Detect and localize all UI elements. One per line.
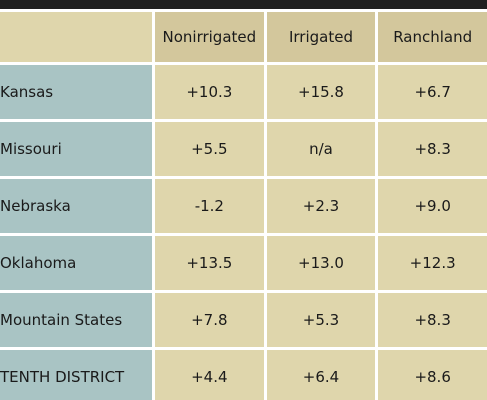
header-corner-cell: [0, 12, 152, 62]
header-row: Nonirrigated Irrigated Ranchland: [0, 12, 487, 62]
row-label: Oklahoma: [0, 236, 152, 290]
cell-irrigated: +13.0: [266, 236, 376, 290]
row-label: Nebraska: [0, 179, 152, 233]
table-row: Kansas +10.3 +15.8 +6.7: [0, 65, 487, 119]
cell-nonirrigated: +13.5: [155, 236, 264, 290]
cell-nonirrigated: +5.5: [155, 122, 264, 176]
cell-irrigated: n/a: [266, 122, 376, 176]
row-label: Missouri: [0, 122, 152, 176]
cell-nonirrigated: +7.8: [155, 293, 264, 347]
cell-ranchland: +12.3: [378, 236, 487, 290]
column-header-nonirrigated: Nonirrigated: [155, 12, 264, 62]
table-row: Oklahoma +13.5 +13.0 +12.3: [0, 236, 487, 290]
table-row: Mountain States +7.8 +5.3 +8.3: [0, 293, 487, 347]
data-table: Nonirrigated Irrigated Ranchland Kansas …: [0, 9, 487, 400]
column-header-irrigated: Irrigated: [266, 12, 376, 62]
table-row: Nebraska -1.2 +2.3 +9.0: [0, 179, 487, 233]
cell-irrigated: +5.3: [266, 293, 376, 347]
row-label: Kansas: [0, 65, 152, 119]
cell-ranchland: +9.0: [378, 179, 487, 233]
table-row: Missouri +5.5 n/a +8.3: [0, 122, 487, 176]
cell-ranchland: +6.7: [378, 65, 487, 119]
row-label: TENTH DISTRICT: [0, 350, 152, 400]
cell-irrigated: +6.4: [266, 350, 376, 400]
row-label: Mountain States: [0, 293, 152, 347]
cell-nonirrigated: +4.4: [155, 350, 264, 400]
cell-ranchland: +8.3: [378, 122, 487, 176]
cell-irrigated: +2.3: [266, 179, 376, 233]
table-title-bar: [0, 0, 487, 9]
cell-ranchland: +8.6: [378, 350, 487, 400]
column-header-ranchland: Ranchland: [378, 12, 487, 62]
cell-irrigated: +15.8: [266, 65, 376, 119]
cell-ranchland: +8.3: [378, 293, 487, 347]
cell-nonirrigated: +10.3: [155, 65, 264, 119]
cell-nonirrigated: -1.2: [155, 179, 264, 233]
table-row: TENTH DISTRICT +4.4 +6.4 +8.6: [0, 350, 487, 400]
